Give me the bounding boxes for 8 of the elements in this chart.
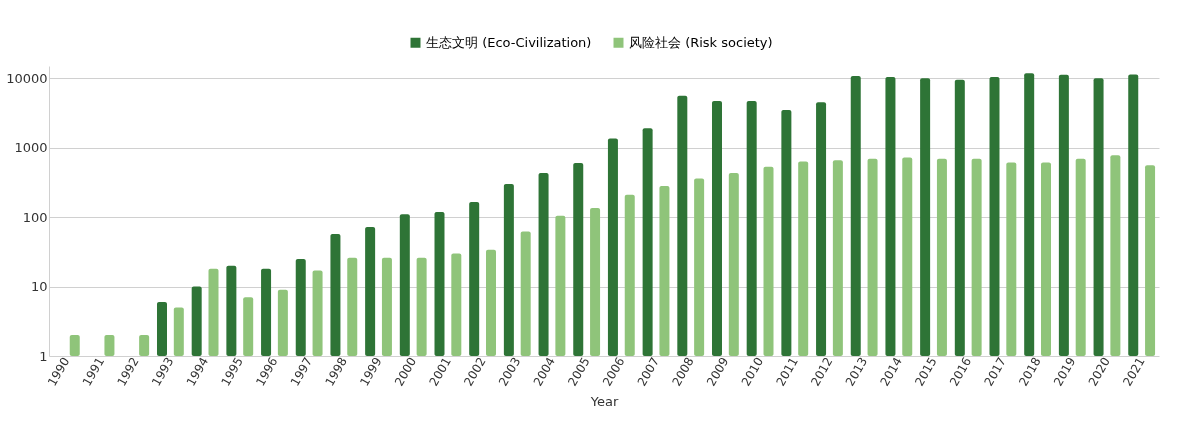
legend-label: 生态文明 (Eco-Civilization): [426, 34, 592, 50]
y-tick-label: 10: [30, 279, 48, 295]
legend-label: 风险社会 (Risk society): [629, 34, 773, 50]
y-tick-label: 1: [39, 348, 48, 364]
y-tick-label: 1000: [14, 140, 48, 156]
x-axis-title: Year: [589, 393, 619, 409]
y-tick-label: 10000: [6, 70, 48, 86]
y-tick-label: 100: [22, 209, 48, 225]
